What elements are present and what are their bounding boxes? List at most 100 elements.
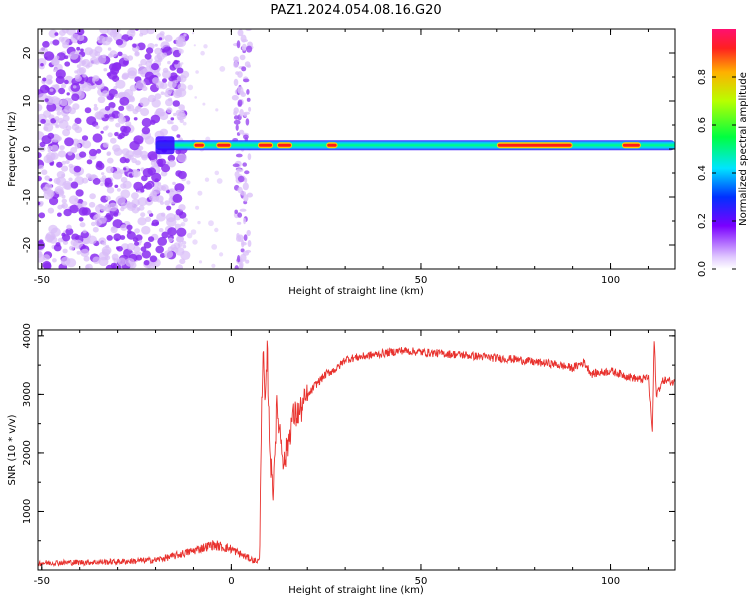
noise-blob [88, 148, 98, 157]
noise-blob [172, 193, 183, 203]
noise-blob [192, 32, 195, 35]
noise-blob [169, 191, 175, 197]
noise-blob [53, 136, 58, 141]
noise-blob [58, 36, 65, 42]
noise-blob [101, 175, 107, 180]
noise-blob [73, 122, 78, 127]
noise-blob [203, 44, 208, 49]
noise-blob [104, 106, 111, 111]
noise-blob [38, 175, 42, 182]
noise-blob [138, 239, 143, 243]
noise-blob [144, 135, 155, 145]
noise-blob [71, 93, 80, 101]
noise-blob [120, 125, 128, 133]
noise-blob [155, 221, 159, 226]
noise-blob [237, 175, 245, 183]
noise-blob [68, 107, 76, 115]
noise-blob [94, 51, 101, 57]
noise-blob [166, 217, 177, 227]
noise-blob [80, 248, 90, 257]
noise-blob [79, 80, 85, 85]
noise-blob [149, 255, 158, 263]
noise-blob [180, 250, 191, 260]
noise-blob [183, 33, 187, 37]
noise-blob [38, 152, 42, 159]
spectrogram-xlabel: Height of straight line (km) [288, 286, 424, 297]
noise-blob [38, 164, 44, 170]
noise-blob [245, 118, 250, 126]
noise-blob [98, 216, 107, 224]
x-tick-label: 100 [601, 576, 620, 587]
noise-blob [74, 75, 82, 82]
noise-blob [48, 224, 58, 234]
noise-blob [134, 51, 140, 56]
noise-blob [79, 60, 86, 66]
noise-blob [243, 217, 247, 225]
noise-blob [126, 243, 136, 251]
noise-blob [144, 53, 152, 60]
noise-blob [233, 110, 238, 116]
x-tick-label: 50 [415, 275, 428, 286]
noise-blob [150, 114, 161, 124]
noise-blob [170, 117, 175, 121]
noise-blob [182, 121, 187, 126]
colorbar-gradient [712, 29, 736, 269]
noise-blob [51, 58, 60, 66]
noise-blob [236, 40, 241, 49]
noise-blob [38, 212, 46, 219]
noise-blob [176, 190, 182, 195]
noise-blob [64, 55, 69, 60]
noise-blob [62, 248, 68, 254]
noise-blob [86, 159, 93, 165]
noise-blob [154, 93, 162, 100]
noise-blob [61, 165, 69, 172]
noise-blob [155, 107, 165, 117]
noise-blob [47, 145, 53, 151]
noise-blob [234, 209, 238, 214]
noise-blob [133, 117, 138, 121]
noise-blob [130, 29, 136, 34]
noise-blob [192, 239, 198, 245]
noise-blob [167, 79, 177, 89]
noise-blob [141, 225, 151, 235]
noise-blob [106, 36, 113, 43]
noise-blob [211, 263, 216, 268]
noise-blob [84, 107, 92, 114]
noise-blob [53, 68, 58, 73]
noise-blob [101, 90, 110, 97]
noise-blob [219, 66, 226, 72]
noise-blob [64, 182, 73, 190]
noise-blob [80, 230, 90, 239]
y-tick-label: 20 [22, 47, 33, 60]
noise-blob [125, 258, 135, 267]
noise-blob [237, 29, 244, 37]
noise-blob [219, 252, 224, 257]
noise-blob [167, 227, 177, 236]
noise-blob [90, 56, 99, 65]
noise-blob [106, 186, 115, 194]
noise-blob [44, 98, 49, 102]
noise-blob [82, 140, 92, 149]
noise-blob [193, 44, 196, 47]
noise-blob [62, 234, 71, 242]
noise-blob [179, 119, 184, 123]
noise-blob [131, 206, 140, 214]
y-tick-label: 4000 [22, 323, 33, 348]
noise-blob [237, 255, 241, 263]
noise-blob [146, 47, 154, 54]
noise-blob [235, 124, 239, 131]
snr-frame [37, 329, 676, 571]
noise-blob [140, 58, 148, 66]
noise-blob [78, 217, 84, 222]
noise-blob [132, 237, 139, 243]
noise-blob [167, 160, 176, 168]
noise-blob [72, 85, 77, 89]
noise-blob [57, 237, 64, 243]
colorbar-label: Normalized spectral amplitude [738, 72, 749, 226]
spectrogram-content [38, 29, 675, 269]
noise-blob [242, 182, 249, 191]
noise-blob [148, 236, 155, 243]
noise-blob [178, 252, 183, 256]
noise-blob [237, 99, 243, 106]
noise-blob [176, 67, 184, 74]
